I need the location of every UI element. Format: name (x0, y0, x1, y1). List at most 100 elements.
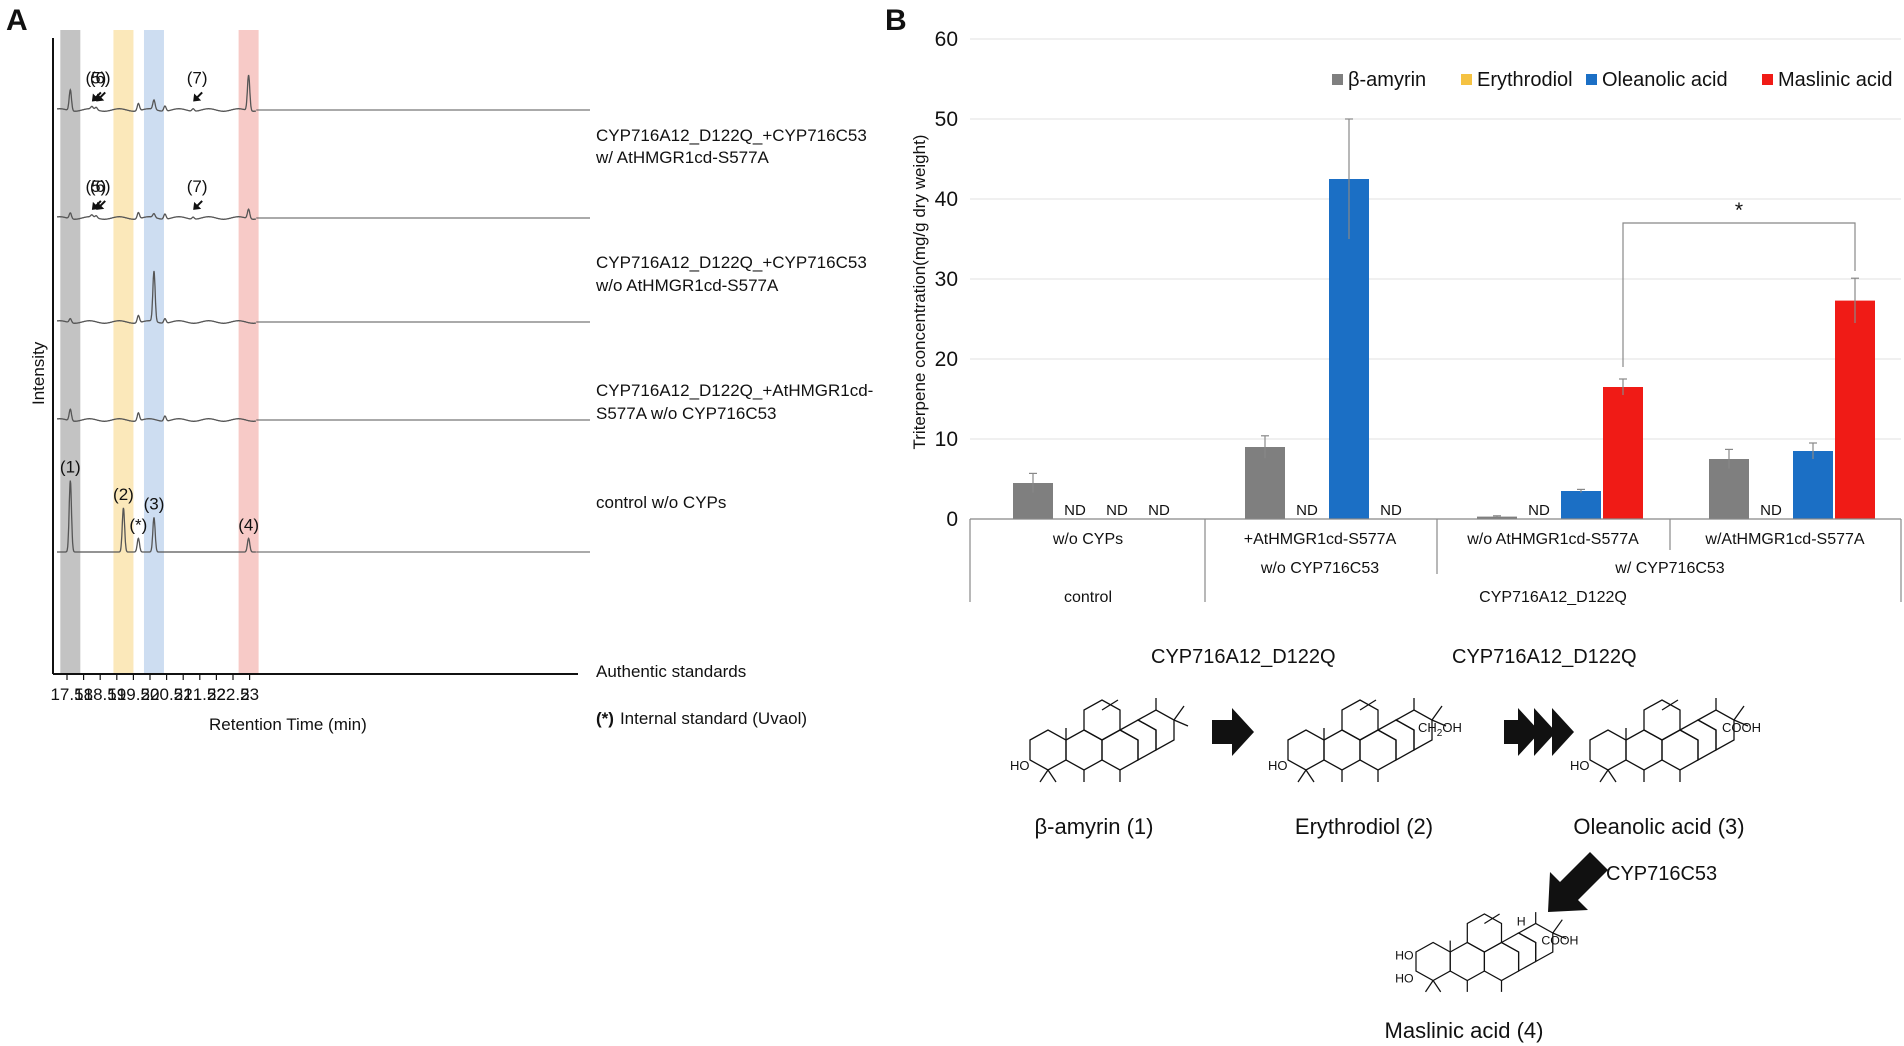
y-tick-label: 60 (935, 28, 958, 51)
oleanolic-acid-band (143, 30, 164, 674)
ch2oh-group: CH2OH (1418, 720, 1462, 739)
nd-label: ND (1528, 502, 1550, 519)
trace-2-label-line1: CYP716A12_D122Q_+CYP716C53 (596, 253, 867, 272)
x-tick-label: 22 (207, 685, 226, 704)
reaction-arrow-3 (1548, 852, 1608, 912)
hydroxyl-label-2: HO (1395, 949, 1414, 963)
trace-2-label-line2: w/o AtHMGR1cd-S577A (595, 276, 779, 295)
panel-b-label: B (885, 4, 907, 37)
internal-standard-note: (*) Internal standard (Uvaol) (596, 709, 807, 728)
nd-label: ND (1106, 502, 1128, 519)
bar--amyrin (1477, 516, 1517, 519)
y-tick-label: 20 (935, 348, 958, 371)
legend-label: β-amyrin (1348, 69, 1426, 91)
chromatogram-x-label: Retention Time (min) (209, 715, 367, 734)
y-tick-label: 10 (935, 428, 958, 451)
reaction-arrow-2c (1552, 708, 1574, 756)
peak-label: (2) (113, 485, 134, 504)
x-tick-label: 21.5 (183, 685, 216, 704)
category-control: control (1064, 589, 1112, 606)
bar-maslinic-acid (1835, 300, 1875, 519)
compound-oleanolic-acid: Oleanolic acid (3) (1573, 814, 1744, 839)
category-w-o-athmgr: w/o AtHMGR1cd-S577A (1466, 531, 1639, 548)
legend-swatch (1586, 74, 1597, 85)
reaction-arrow-2b (1534, 708, 1556, 756)
x-tick-label: 18 (74, 685, 93, 704)
ch2oh-c: CH (1418, 720, 1437, 735)
bar-oleanolic-acid (1793, 451, 1833, 519)
category-cyp716a12: CYP716A12_D122Q (1479, 589, 1627, 606)
trace-3-label-line1: CYP716A12_D122Q_+AtHMGR1cd- (596, 381, 873, 400)
maslinic-acid-band (238, 30, 259, 674)
beta-amyrin-structure: HO (1010, 697, 1189, 783)
x-tick-label: 23 (240, 685, 259, 704)
internal-standard-marker: (*) (596, 709, 614, 728)
hydroxyl-label: HO (1570, 758, 1590, 773)
x-tick-label: 20.5 (150, 685, 183, 704)
hydroxyl-label: HO (1268, 758, 1288, 773)
x-tick-label: 17.5 (50, 685, 83, 704)
peak-label: (7) (187, 177, 208, 196)
ch2oh-subscript: 2 (1437, 728, 1443, 739)
chromatogram-trace-3 (57, 270, 256, 324)
peak-label: (6) (90, 68, 111, 87)
trace-1-label-line2: w/ AtHMGR1cd-S577A (595, 148, 770, 167)
peak-label: (*) (129, 515, 147, 534)
peak-arrowhead (193, 93, 202, 102)
bar-oleanolic-acid (1561, 491, 1601, 519)
chromatogram-trace-1 (57, 74, 256, 112)
reaction-arrow-2a (1504, 708, 1540, 756)
trace-3-label-line2: S577A w/o CYP716C53 (596, 404, 777, 423)
compound-erythrodiol: Erythrodiol (2) (1295, 814, 1433, 839)
peak-label: (5) (86, 177, 107, 196)
maslinic-acid-structure: HO HO COOH H (1395, 911, 1578, 993)
panel-a-label: A (6, 4, 28, 37)
internal-standard-text: Internal standard (Uvaol) (620, 709, 807, 728)
highlight-bands (60, 30, 259, 674)
bar-chart-bars: ND ND ND ND ND ND ND (1013, 118, 1875, 519)
chromatogram-trace-4 (57, 408, 256, 422)
bar-chart-gridlines (970, 38, 1901, 440)
peak-label: (7) (187, 68, 208, 87)
x-tick-label: 19.5 (117, 685, 150, 704)
peak-label: (5) (86, 68, 107, 87)
y-tick-label: 40 (935, 188, 958, 211)
compound-maslinic-acid: Maslinic acid (4) (1385, 1018, 1544, 1043)
enzyme-label-step2: CYP716A12_D122Q (1452, 646, 1637, 668)
category-w-o-cyps: w/o CYPs (1052, 531, 1123, 548)
chromatogram-traces (57, 74, 590, 553)
hydrogen-label: H (1517, 914, 1526, 928)
hydroxyl-label: HO (1010, 758, 1030, 773)
legend-label: Erythrodiol (1477, 69, 1573, 91)
enzyme-label-step3: CYP716C53 (1606, 863, 1717, 885)
bar-chart-legend: β-amyrin Erythrodiol Oleanolic acid Maslini… (1332, 69, 1892, 91)
bar--amyrin (1245, 447, 1285, 519)
nd-label: ND (1148, 502, 1170, 519)
nd-label: ND (1064, 502, 1086, 519)
nd-label: ND (1296, 502, 1318, 519)
y-tick-label: 50 (935, 108, 958, 131)
peak-label: (3) (144, 494, 165, 513)
peak-arrowhead (96, 93, 105, 102)
legend-swatch (1762, 74, 1773, 85)
carboxyl-label: COOH (1541, 933, 1578, 947)
compound-beta-amyrin: β-amyrin (1) (1035, 814, 1154, 839)
chromatogram-trace-2 (57, 208, 256, 220)
peak-label: (4) (238, 515, 259, 534)
trace-1-label-line1: CYP716A12_D122Q_+CYP716C53 (596, 126, 867, 145)
carboxyl-label: COOH (1722, 720, 1761, 735)
category-w-athmgr: w/AtHMGR1cd-S577A (1704, 531, 1864, 548)
x-tick-label: 19 (107, 685, 126, 704)
significance-line (1622, 222, 1856, 367)
x-tick-label: 22.5 (216, 685, 249, 704)
category-plus-athmgr: +AtHMGR1cd-S577A (1244, 531, 1397, 548)
hydroxyl-label-3: HO (1395, 971, 1414, 985)
erythrodiol-band (113, 30, 134, 674)
legend-swatch (1461, 74, 1472, 85)
legend-label: Oleanolic acid (1602, 69, 1728, 91)
x-tick-label: 21 (174, 685, 193, 704)
significance-bracket: * (1622, 199, 1856, 367)
legend-swatch (1332, 74, 1343, 85)
